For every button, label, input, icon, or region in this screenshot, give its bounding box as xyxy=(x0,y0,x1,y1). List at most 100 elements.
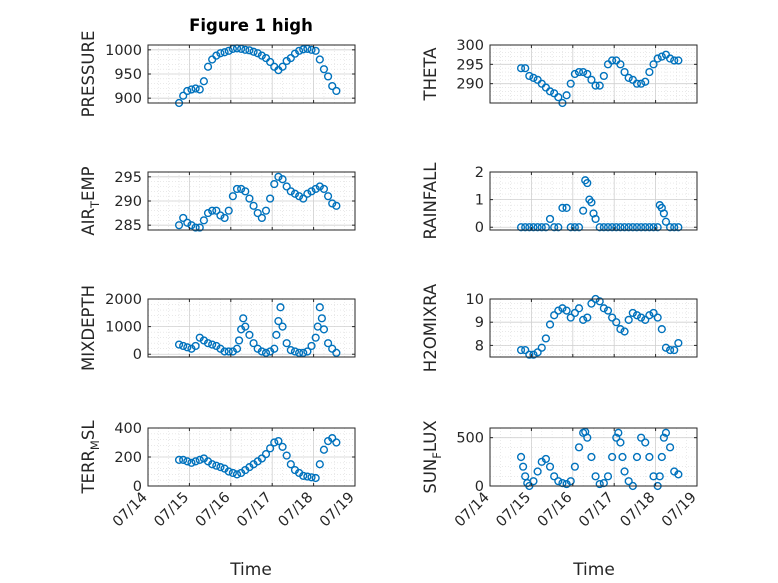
y-tick-label: 2000 xyxy=(105,292,142,308)
data-point xyxy=(550,223,559,232)
data-point xyxy=(249,47,258,56)
data-point xyxy=(216,211,225,220)
data-point xyxy=(624,477,633,486)
data-point xyxy=(220,347,229,356)
data-point xyxy=(328,81,337,91)
data-point xyxy=(599,223,608,232)
data-point xyxy=(282,182,291,191)
subplot-7: 0 200 400 07/14 07/15 07/16 07/17 07/18 07/19 TER… xyxy=(79,420,358,531)
data-point xyxy=(253,49,262,58)
x-tick-label: 07/14 xyxy=(452,490,493,531)
data-point xyxy=(603,472,613,481)
data-point xyxy=(323,192,333,201)
data-point xyxy=(187,221,196,230)
data-point xyxy=(516,64,526,73)
data-point xyxy=(276,303,285,312)
data-point xyxy=(558,304,567,313)
data-point xyxy=(179,455,188,465)
data-point xyxy=(574,67,584,77)
data-point xyxy=(208,206,217,215)
plot-area xyxy=(490,45,697,103)
data-point xyxy=(574,304,584,313)
data-point xyxy=(674,338,683,348)
x-tick-label: 07/17 xyxy=(234,490,275,531)
data-point xyxy=(278,62,287,71)
data-point xyxy=(257,454,266,463)
data-point xyxy=(290,189,300,198)
subplot-5: 0 1000 2000 MIXDEPTH xyxy=(79,285,356,371)
y-tick-label: 0 xyxy=(133,347,142,363)
data-point xyxy=(257,347,266,356)
x-tick-label: 07/16 xyxy=(535,490,576,531)
data-point xyxy=(191,341,200,351)
data-point xyxy=(311,473,320,483)
data-point xyxy=(632,311,642,320)
data-point xyxy=(307,187,316,196)
x-tick-label: 07/16 xyxy=(193,490,234,531)
axes-box xyxy=(489,44,698,104)
data-point xyxy=(241,187,250,196)
data-point xyxy=(665,223,675,232)
data-point xyxy=(541,454,550,464)
data-point xyxy=(179,213,188,223)
data-point xyxy=(232,470,242,479)
data-point xyxy=(587,299,596,308)
y-tick-label: 950 xyxy=(114,67,142,83)
data-point xyxy=(179,91,188,100)
data-point xyxy=(570,462,579,471)
y-tick-label: 1000 xyxy=(105,320,142,336)
data-point xyxy=(550,311,559,320)
data-point xyxy=(637,313,646,322)
data-point xyxy=(307,45,316,54)
data-point xyxy=(521,223,530,232)
data-point xyxy=(570,223,579,232)
data-point xyxy=(203,339,213,348)
data-point xyxy=(323,339,333,348)
data-point xyxy=(616,223,625,232)
data-point xyxy=(591,81,600,90)
data-point xyxy=(599,304,608,313)
y-tick-label: 295 xyxy=(114,170,142,186)
data-point xyxy=(670,223,679,232)
y-tick-label: 10 xyxy=(466,292,484,308)
data-point xyxy=(612,223,621,232)
data-point xyxy=(234,336,244,345)
data-point xyxy=(641,438,650,447)
data-point xyxy=(261,206,271,215)
data-point xyxy=(332,438,341,447)
data-point xyxy=(562,203,571,213)
plot-area xyxy=(490,299,697,357)
y-tick-label: 200 xyxy=(114,450,142,466)
axes-box xyxy=(489,298,698,358)
data-point xyxy=(187,458,196,467)
data-point xyxy=(253,208,262,218)
data-point xyxy=(274,316,283,326)
data-point xyxy=(587,452,596,462)
y-axis-label: SUNFLUX xyxy=(421,420,444,493)
data-point xyxy=(203,62,213,71)
data-point xyxy=(179,341,188,351)
x-axis-label-right: Time xyxy=(572,560,615,580)
y-axis-label: RAINFALL xyxy=(421,162,440,240)
data-point xyxy=(670,56,679,65)
data-point xyxy=(645,311,654,320)
data-point xyxy=(303,189,312,198)
data-point xyxy=(599,71,608,81)
data-point xyxy=(224,467,233,476)
data-point xyxy=(620,223,629,232)
data-point xyxy=(653,223,662,232)
data-point xyxy=(516,223,526,232)
data-point xyxy=(554,306,563,315)
data-point xyxy=(529,477,538,486)
data-point xyxy=(519,462,528,471)
subplot-3: 285 290 295 AIRTEMP xyxy=(79,166,356,236)
data-point xyxy=(583,313,592,322)
x-tick-label: 07/15 xyxy=(151,490,192,531)
data-point xyxy=(295,348,304,357)
data-point xyxy=(554,477,563,486)
data-point xyxy=(323,72,333,81)
data-point xyxy=(307,473,316,482)
data-point xyxy=(637,223,646,232)
data-point xyxy=(595,223,604,232)
data-point xyxy=(595,81,604,90)
